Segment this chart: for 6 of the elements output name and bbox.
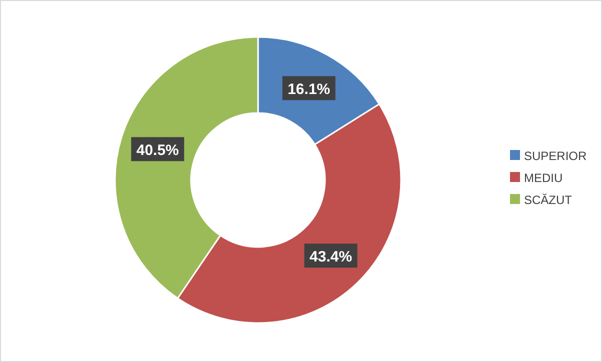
- data-label: 40.5%: [136, 142, 179, 160]
- data-label: 43.4%: [310, 248, 352, 266]
- legend-label: MEDIU: [524, 171, 563, 185]
- legend-label: SUPERIOR: [524, 149, 588, 163]
- data-label: 16.1%: [288, 81, 330, 98]
- legend-label: SCĂZUT: [524, 193, 573, 207]
